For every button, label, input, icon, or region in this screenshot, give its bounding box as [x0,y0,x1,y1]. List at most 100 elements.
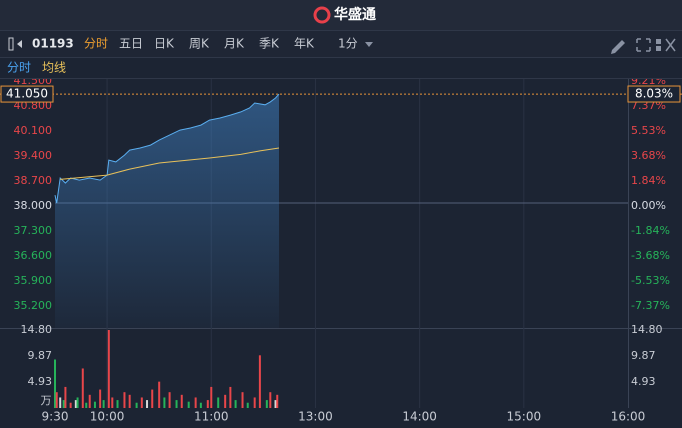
volume-bar [76,397,79,408]
volume-bar [85,402,88,408]
volume-bar [146,400,149,408]
volume-bar [151,389,154,408]
price-line [54,93,280,204]
sub-bar [0,58,682,78]
y-tick-label: 9.87 [28,349,53,362]
indicator-label[interactable]: 分时 [7,61,31,75]
volume-bar [276,394,279,408]
tab[interactable]: 五日 [119,37,143,51]
volume-bar [199,402,202,408]
close-icon[interactable] [665,38,676,52]
logo-text: 华盛通 [334,6,376,23]
tabs: 分时 五日 日K 周K 月K 季K 年K [84,37,315,51]
y-tick-label: 38.700 [14,174,53,187]
tab[interactable]: 分时 [84,37,108,51]
volume-bar [55,392,58,408]
tab[interactable]: 年K [294,37,315,51]
volume-bar [224,394,227,408]
volume-bar [180,394,183,408]
y2-tick-label: -5.53% [631,274,670,287]
collapse-arrow[interactable] [17,40,22,48]
volume-bar [253,397,256,408]
volume-bar [241,392,244,408]
x-tick-label: 14:00 [402,410,437,424]
y2-tick-label: 4.93 [631,375,656,388]
volume-bar [116,400,119,408]
interval-select[interactable]: 1分 [338,37,358,51]
volume-bar [111,397,114,408]
price-area [55,94,279,328]
y-tick-label: 40.100 [14,124,53,137]
volume-bar [229,386,232,408]
volume-bar [107,330,110,408]
header-bar [0,0,682,30]
collapse-icon[interactable] [8,37,14,51]
y2-tick-label: 14.80 [631,323,663,336]
volume-bar [163,397,166,408]
last-price-box [0,85,54,103]
volume-bar [62,400,65,408]
volume-bar [168,392,171,408]
volume-bar [206,400,209,408]
x-tick-label: 10:00 [90,410,125,424]
y2-tick-label: -1.84% [631,224,670,237]
y2-tick-label: -3.68% [631,249,670,262]
layout-icon[interactable] [656,46,661,51]
toolbar [0,30,682,58]
y-tick-label: 4.93 [28,375,53,388]
tab[interactable]: 月K [224,37,245,51]
dropdown-arrow[interactable] [365,42,373,47]
x-tick-label: 15:00 [507,410,542,424]
volume-bar [246,402,249,408]
y-tick-label: 14.80 [21,323,53,336]
y-tick-label: 39.400 [14,149,53,162]
last-price-label: 41.050 [6,87,48,101]
draw-icon[interactable] [611,40,625,54]
tab[interactable]: 季K [259,37,280,51]
volume-bar [93,401,96,408]
volume-bar [274,400,277,408]
average-line [60,147,280,180]
y2-tick-label: 0.00% [631,199,666,212]
volume-bar [187,401,190,408]
volume-bar [54,359,56,408]
x-tick-label: 11:00 [194,410,229,424]
last-change-box [627,85,681,103]
volume-bar [123,392,126,408]
volume-bar [258,355,261,408]
layout-icon[interactable] [656,39,661,44]
volume-bar [74,400,77,408]
x-tick-label: 9:30 [42,410,69,424]
volume-bar [265,400,268,408]
volume-bar [175,400,178,408]
volume-bar [158,381,161,408]
unit-label: 万 [41,394,52,407]
x-tick-label: 16:00 [611,410,646,424]
tab[interactable]: 周K [189,37,210,51]
volume-bar [64,386,67,408]
y-tick-label: 38.000 [14,199,53,212]
volume-bar [99,389,102,408]
volume-bar [59,397,62,408]
last-change-label: 8.03% [635,87,673,101]
volume-bar [102,400,105,408]
stock-code: 01193 [32,37,74,51]
y2-tick-label: 1.84% [631,174,666,187]
y-tick-label: 37.300 [14,224,53,237]
volume-bar [194,397,197,408]
y-tick-label: 36.600 [14,249,53,262]
fullscreen-icon[interactable] [636,38,651,52]
volume-bar [81,368,84,408]
y2-tick-label: 3.68% [631,149,666,162]
indicator-label[interactable]: 均线 [42,61,66,75]
logo-icon [313,6,331,24]
tab[interactable]: 日K [154,37,175,51]
volume-bar [88,394,91,408]
volume-bar [69,402,72,408]
volume-bar [140,397,143,408]
volume-bar [128,394,131,408]
x-tick-label: 13:00 [298,410,333,424]
y2-tick-label: -7.37% [631,299,670,312]
